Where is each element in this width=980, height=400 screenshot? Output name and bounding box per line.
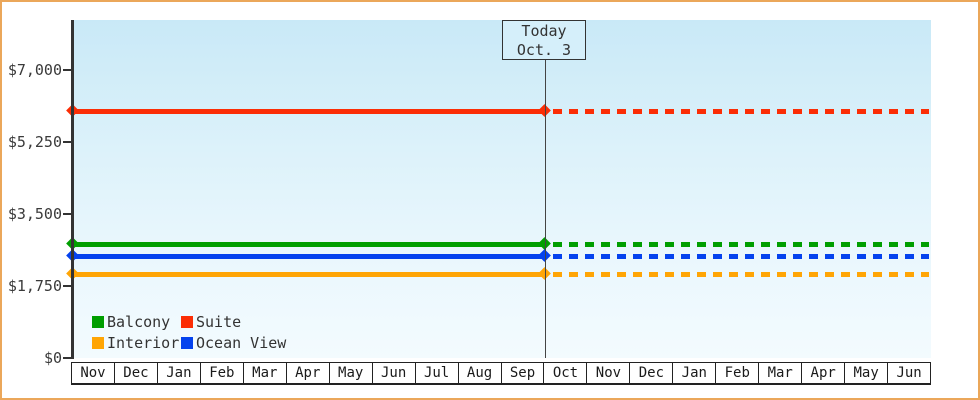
legend-label: Ocean View xyxy=(196,334,287,352)
month-cell: Jan xyxy=(672,363,715,383)
month-cell: Mar xyxy=(758,363,801,383)
legend-item-ocean-view: Ocean View xyxy=(181,333,286,353)
legend-label: Suite xyxy=(196,313,242,331)
suite-line-solid xyxy=(74,109,545,114)
month-cell: Nov xyxy=(80,365,106,381)
today-label-line2: Oct. 3 xyxy=(516,41,572,59)
y-tick-label: $5,250 xyxy=(7,133,62,151)
ocean-view-line-dashed xyxy=(553,254,929,259)
balcony-line-solid xyxy=(74,242,545,247)
balcony-line-dashed xyxy=(553,242,929,247)
month-cell: Oct xyxy=(543,363,586,383)
month-cell: May xyxy=(844,363,887,383)
month-cell: Jan xyxy=(156,363,200,383)
month-cell: Nov xyxy=(586,363,629,383)
month-cell: Jul xyxy=(414,363,458,383)
y-tick-label: $0 xyxy=(43,349,62,367)
y-tick-mark xyxy=(63,141,71,143)
y-tick-label: $1,750 xyxy=(7,277,62,295)
month-cell: Aug xyxy=(457,363,501,383)
legend-item-interior: Interior xyxy=(92,333,181,353)
month-cell: Dec xyxy=(113,363,157,383)
today-label-box: Today Oct. 3 xyxy=(502,20,586,60)
ocean-view-swatch-icon xyxy=(181,337,193,349)
today-line xyxy=(545,60,546,358)
month-cell: Sep xyxy=(500,363,544,383)
legend-label: Balcony xyxy=(107,313,171,331)
suite-swatch-icon xyxy=(181,316,193,328)
suite-line-dashed xyxy=(553,109,929,114)
month-cell: Apr xyxy=(285,363,329,383)
y-tick-mark xyxy=(63,357,71,359)
month-axis: Nov Dec Jan Feb Mar Apr May Jun Jul Aug … xyxy=(71,362,931,385)
ocean-view-line-solid xyxy=(74,254,545,259)
interior-line-dashed xyxy=(553,272,929,277)
legend-item-balcony: Balcony xyxy=(92,312,181,332)
today-label-line1: Today xyxy=(521,22,567,40)
y-tick-label: $7,000 xyxy=(7,61,62,79)
plot-area xyxy=(74,20,931,358)
month-cell: Apr xyxy=(801,363,844,383)
y-tick-mark xyxy=(63,285,71,287)
interior-swatch-icon xyxy=(92,337,104,349)
month-cell: Feb xyxy=(199,363,243,383)
legend: Balcony Suite Interior Ocean View xyxy=(92,312,286,353)
y-tick-mark xyxy=(63,213,71,215)
legend-label: Interior xyxy=(107,334,180,352)
y-tick-mark xyxy=(63,69,71,71)
legend-item-suite: Suite xyxy=(181,312,286,332)
y-axis-line xyxy=(71,20,74,359)
month-cell: Jun xyxy=(371,363,415,383)
month-cell: Feb xyxy=(715,363,758,383)
month-cell: Jun xyxy=(887,363,930,383)
month-cell: May xyxy=(328,363,372,383)
y-tick-label: $3,500 xyxy=(7,205,62,223)
interior-line-solid xyxy=(74,272,545,277)
month-cell: Dec xyxy=(629,363,672,383)
month-cell: Mar xyxy=(242,363,286,383)
balcony-swatch-icon xyxy=(92,316,104,328)
